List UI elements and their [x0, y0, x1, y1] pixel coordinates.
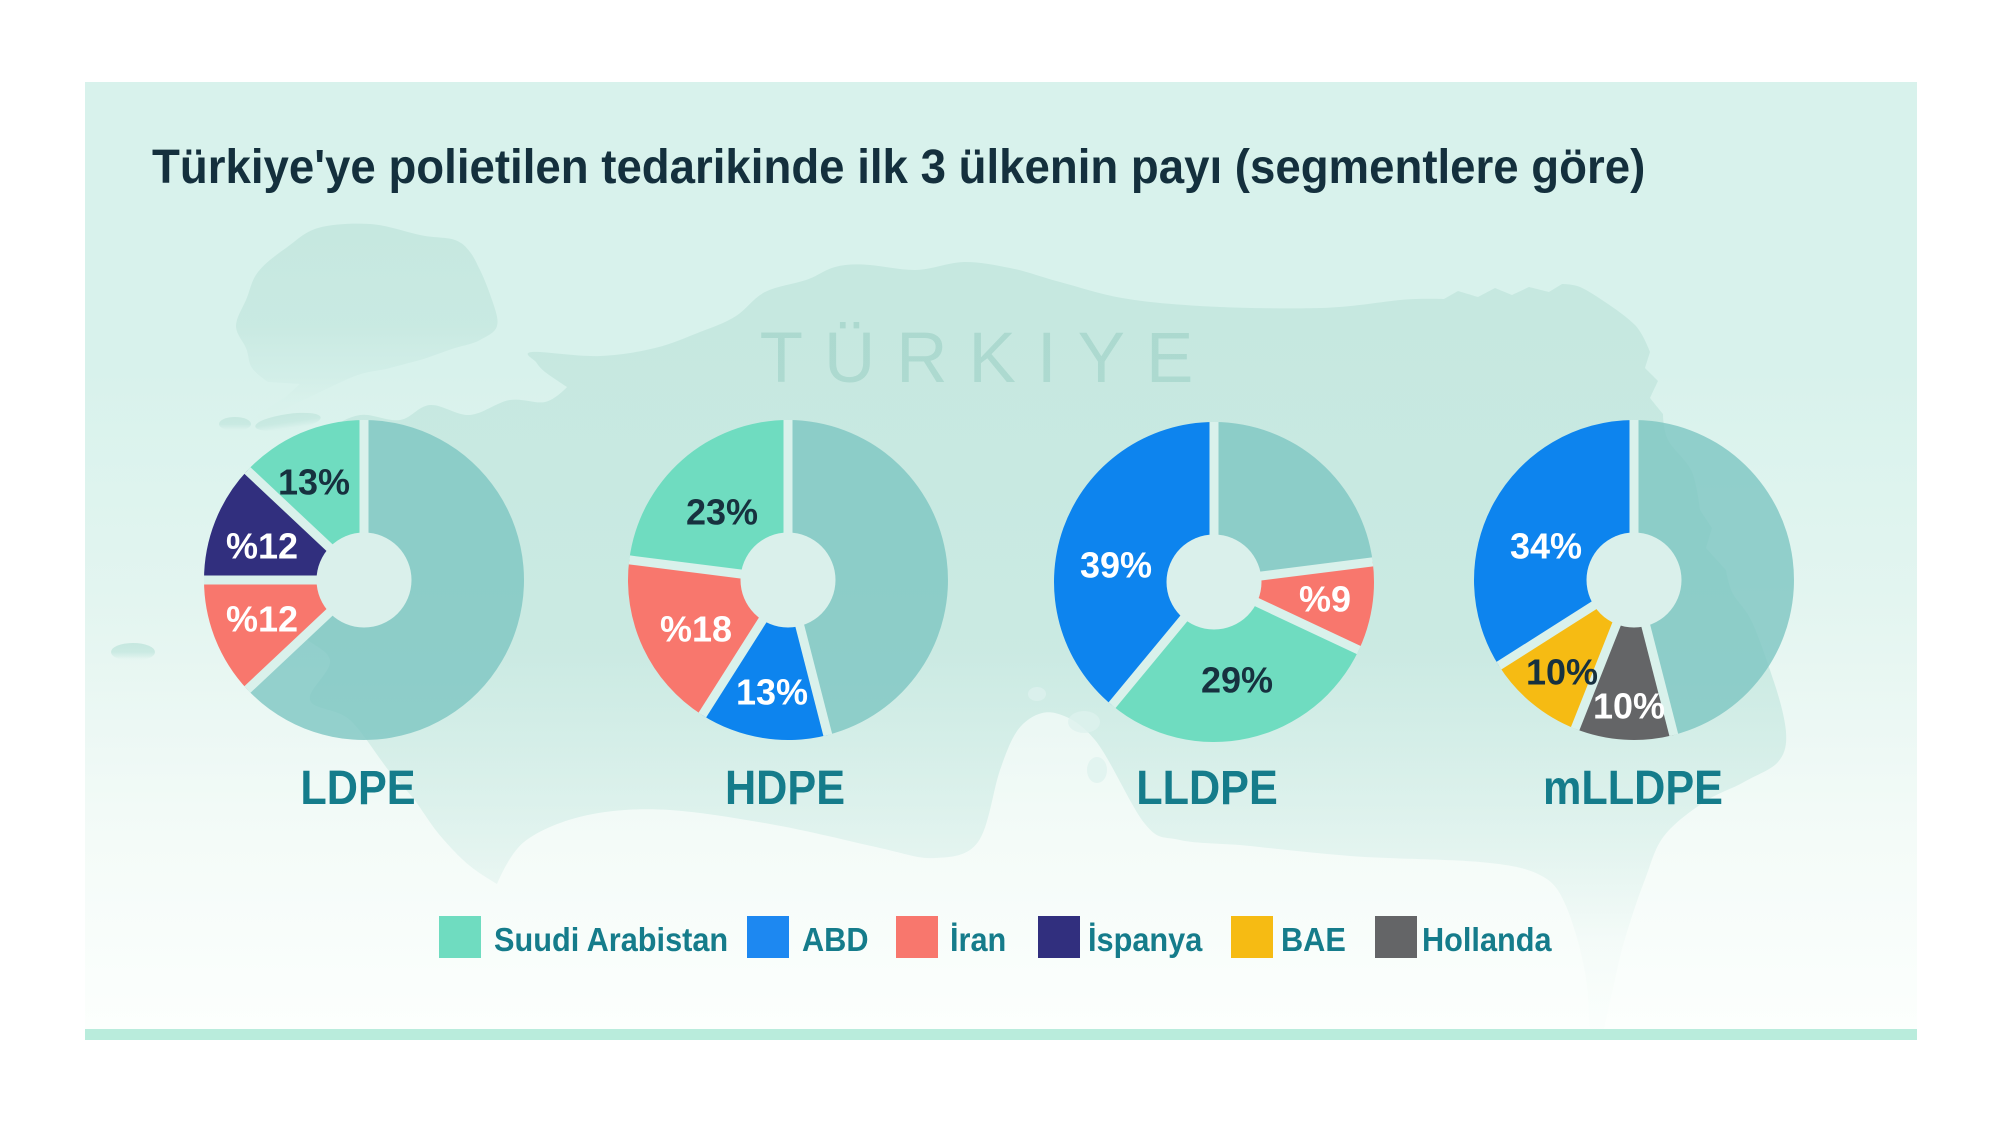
svg-text:TÜRKIYE: TÜRKIYE [760, 319, 1215, 398]
svg-text:%18: %18 [660, 609, 732, 650]
svg-text:29%: 29% [1201, 660, 1273, 701]
svg-text:%12: %12 [226, 526, 298, 567]
svg-text:13%: 13% [278, 462, 350, 503]
svg-text:%9: %9 [1299, 579, 1351, 620]
svg-text:10%: 10% [1593, 686, 1665, 727]
svg-text:23%: 23% [686, 492, 758, 533]
svg-text:34%: 34% [1510, 526, 1582, 567]
svg-text:%12: %12 [226, 599, 298, 640]
svg-text:39%: 39% [1080, 545, 1152, 586]
svg-text:10%: 10% [1526, 652, 1598, 693]
svg-text:13%: 13% [736, 672, 808, 713]
